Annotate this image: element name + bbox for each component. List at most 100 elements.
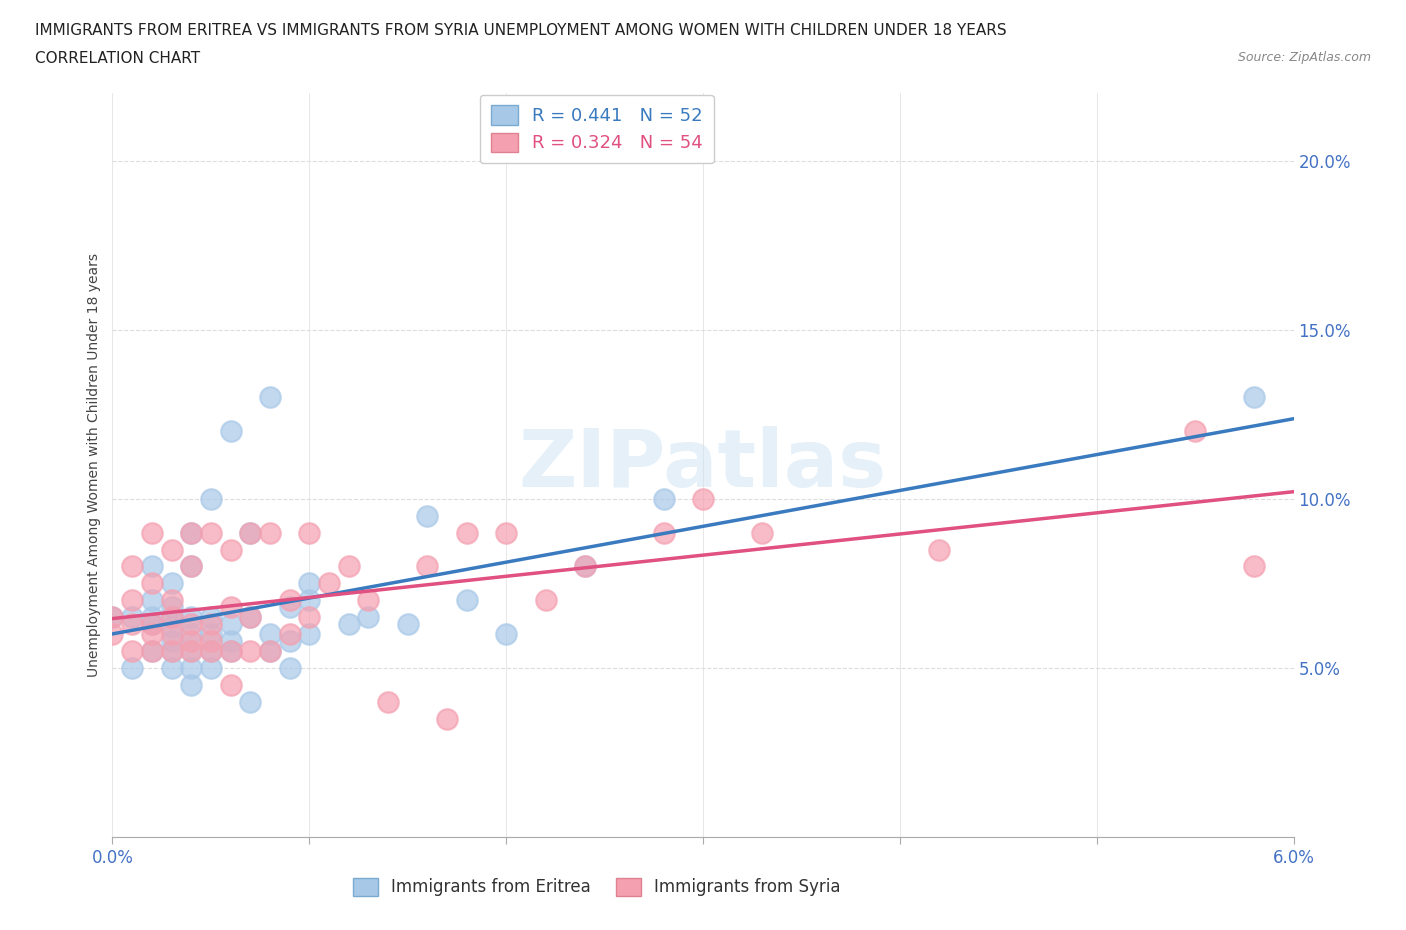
- Point: [219, 644, 242, 658]
- Point: [180, 644, 202, 658]
- Point: [259, 525, 281, 540]
- Point: [200, 627, 222, 642]
- Point: [180, 559, 202, 574]
- Point: [121, 617, 143, 631]
- Point: [495, 525, 517, 540]
- Point: [337, 559, 360, 574]
- Point: [357, 592, 380, 607]
- Point: [180, 677, 202, 692]
- Point: [396, 617, 419, 631]
- Point: [160, 576, 183, 591]
- Point: [652, 491, 675, 506]
- Point: [259, 627, 281, 642]
- Point: [121, 592, 143, 607]
- Point: [928, 542, 950, 557]
- Point: [101, 610, 124, 625]
- Point: [219, 424, 242, 439]
- Point: [141, 644, 163, 658]
- Point: [239, 525, 262, 540]
- Point: [141, 525, 163, 540]
- Point: [141, 559, 163, 574]
- Point: [278, 592, 301, 607]
- Point: [160, 600, 183, 615]
- Point: [259, 390, 281, 405]
- Point: [121, 660, 143, 675]
- Point: [574, 559, 596, 574]
- Text: ZIPatlas: ZIPatlas: [519, 426, 887, 504]
- Point: [259, 644, 281, 658]
- Point: [180, 617, 202, 631]
- Point: [141, 617, 163, 631]
- Text: CORRELATION CHART: CORRELATION CHART: [35, 51, 200, 66]
- Point: [121, 559, 143, 574]
- Point: [200, 617, 222, 631]
- Point: [219, 677, 242, 692]
- Point: [141, 610, 163, 625]
- Point: [160, 644, 183, 658]
- Point: [219, 600, 242, 615]
- Point: [298, 610, 321, 625]
- Point: [239, 525, 262, 540]
- Point: [357, 610, 380, 625]
- Point: [141, 627, 163, 642]
- Point: [337, 617, 360, 631]
- Point: [239, 695, 262, 710]
- Point: [180, 610, 202, 625]
- Point: [278, 600, 301, 615]
- Point: [751, 525, 773, 540]
- Y-axis label: Unemployment Among Women with Children Under 18 years: Unemployment Among Women with Children U…: [87, 253, 101, 677]
- Point: [160, 610, 183, 625]
- Point: [259, 644, 281, 658]
- Text: Source: ZipAtlas.com: Source: ZipAtlas.com: [1237, 51, 1371, 64]
- Point: [278, 627, 301, 642]
- Legend: Immigrants from Eritrea, Immigrants from Syria: Immigrants from Eritrea, Immigrants from…: [346, 871, 848, 903]
- Point: [121, 610, 143, 625]
- Point: [416, 509, 439, 524]
- Point: [180, 525, 202, 540]
- Point: [121, 644, 143, 658]
- Point: [200, 633, 222, 648]
- Point: [200, 610, 222, 625]
- Point: [219, 617, 242, 631]
- Point: [180, 525, 202, 540]
- Point: [180, 633, 202, 648]
- Point: [298, 576, 321, 591]
- Point: [239, 644, 262, 658]
- Point: [436, 711, 458, 726]
- Point: [160, 620, 183, 635]
- Point: [652, 525, 675, 540]
- Point: [278, 660, 301, 675]
- Point: [278, 633, 301, 648]
- Point: [219, 644, 242, 658]
- Point: [219, 633, 242, 648]
- Point: [456, 525, 478, 540]
- Point: [141, 617, 163, 631]
- Point: [377, 695, 399, 710]
- Point: [101, 610, 124, 625]
- Point: [239, 610, 262, 625]
- Point: [180, 559, 202, 574]
- Point: [200, 644, 222, 658]
- Point: [1243, 390, 1265, 405]
- Point: [200, 644, 222, 658]
- Point: [141, 644, 163, 658]
- Point: [180, 644, 202, 658]
- Point: [692, 491, 714, 506]
- Text: IMMIGRANTS FROM ERITREA VS IMMIGRANTS FROM SYRIA UNEMPLOYMENT AMONG WOMEN WITH C: IMMIGRANTS FROM ERITREA VS IMMIGRANTS FR…: [35, 23, 1007, 38]
- Point: [200, 491, 222, 506]
- Point: [534, 592, 557, 607]
- Point: [160, 660, 183, 675]
- Point: [200, 660, 222, 675]
- Point: [160, 592, 183, 607]
- Point: [1184, 424, 1206, 439]
- Point: [160, 542, 183, 557]
- Point: [101, 627, 124, 642]
- Point: [239, 610, 262, 625]
- Point: [318, 576, 340, 591]
- Point: [180, 660, 202, 675]
- Point: [456, 592, 478, 607]
- Point: [160, 627, 183, 642]
- Point: [495, 627, 517, 642]
- Point: [574, 559, 596, 574]
- Point: [180, 627, 202, 642]
